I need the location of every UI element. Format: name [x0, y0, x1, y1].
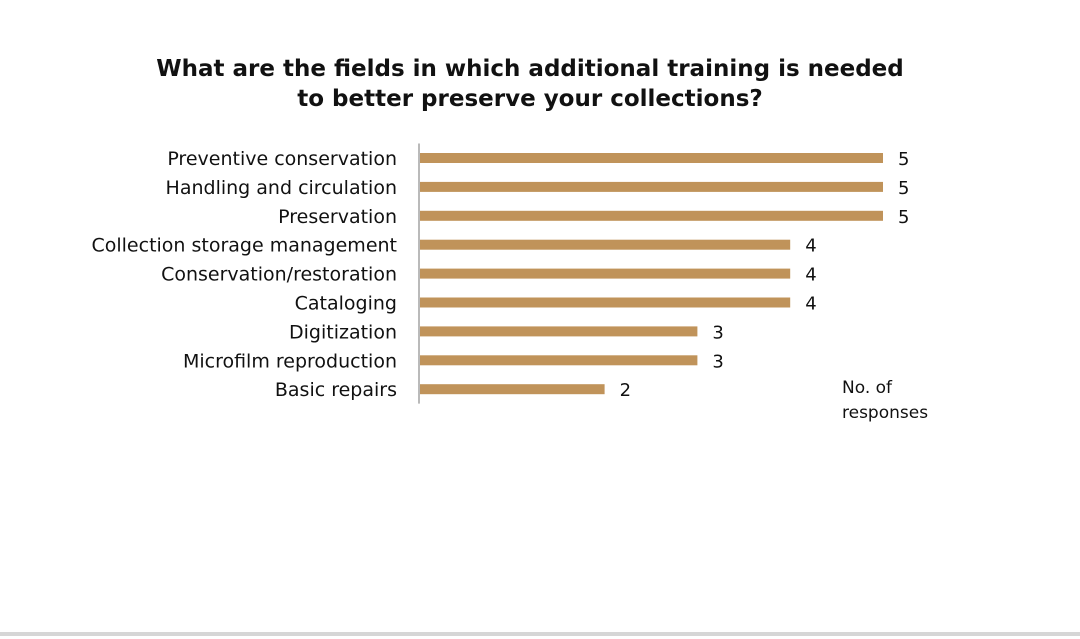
bar-value-label: 5	[898, 178, 909, 199]
chart-title-line-2: to better preserve your collections?	[297, 86, 763, 112]
bar-value-label: 3	[712, 322, 723, 343]
bar	[420, 210, 883, 221]
bar-value-label: 4	[805, 265, 816, 286]
bar	[420, 326, 698, 337]
axis-unit-label-line-2: responses	[842, 403, 929, 423]
category-label: Preventive conservation	[167, 148, 397, 170]
category-label: Handling and circulation	[166, 177, 397, 199]
category-label: Basic repairs	[275, 379, 397, 401]
category-label: Digitization	[289, 321, 397, 343]
axis-unit-label-line-1: No. of	[842, 378, 893, 398]
chart-title-line-1: What are the fields in which additional …	[156, 56, 904, 82]
bar	[420, 297, 791, 308]
category-label: Cataloging	[295, 293, 397, 315]
bar-value-label: 4	[805, 294, 816, 315]
axis-unit-label: No. of responses	[842, 376, 928, 426]
bar	[420, 239, 791, 250]
bar	[420, 384, 605, 395]
bar	[420, 181, 883, 192]
category-label: Conservation/restoration	[161, 264, 397, 286]
bar-value-label: 2	[620, 380, 631, 401]
category-label: Microfilm reproduction	[183, 350, 397, 372]
category-label: Collection storage management	[91, 235, 397, 257]
bar-value-label: 4	[805, 236, 816, 257]
bar	[420, 355, 698, 366]
category-label: Preservation	[278, 206, 397, 228]
bar-value-label: 3	[712, 351, 723, 372]
bar	[420, 153, 883, 163]
bar-value-label: 5	[898, 207, 909, 228]
bar	[420, 268, 791, 279]
bottom-divider	[0, 632, 1080, 636]
chart-title: What are the fields in which additional …	[0, 54, 1060, 114]
bar-value-label: 5	[898, 149, 909, 170]
